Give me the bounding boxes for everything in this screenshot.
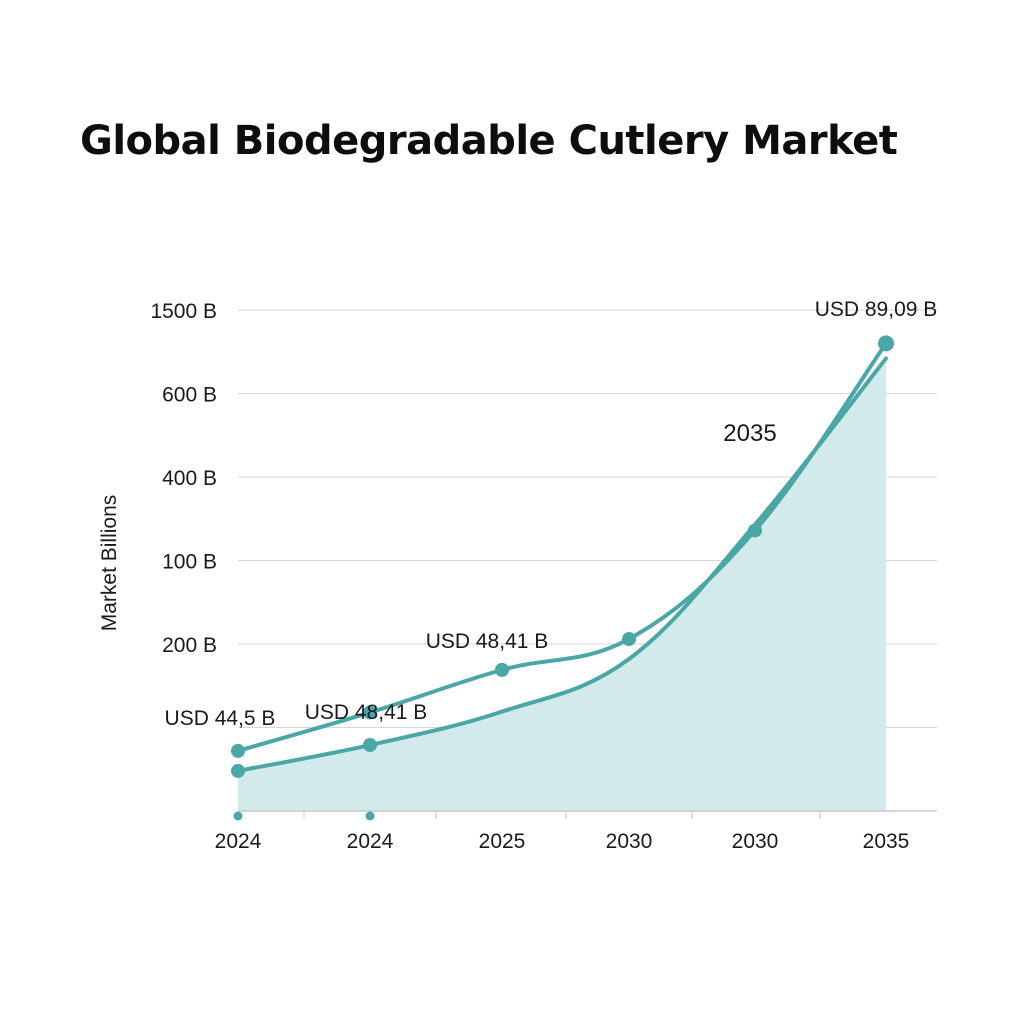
area-series-point <box>363 738 377 753</box>
line-series-point <box>363 705 377 720</box>
y-tick-label: 1500 B <box>150 300 217 323</box>
x-tick-label: 2035 <box>863 830 910 853</box>
data-annotation: USD 48,41 B <box>305 701 428 724</box>
x-tick-label: 2030 <box>732 830 779 853</box>
area-series-point <box>231 763 245 778</box>
x-tick-label: 2030 <box>606 830 653 853</box>
x-axis <box>238 810 937 819</box>
y-tick-label: 400 B <box>162 467 217 490</box>
y-tick-label: 100 B <box>162 551 217 574</box>
baseline-marker <box>233 811 243 821</box>
data-annotation: USD 44,5 B <box>165 707 276 730</box>
line-series-point <box>622 631 636 646</box>
x-tick-label: 2024 <box>215 830 262 853</box>
data-annotation: USD 89,09 B <box>815 298 938 321</box>
baseline-marker <box>365 811 375 821</box>
y-tick-labels: 1500 B 600 B 400 B 100 B 200 B <box>150 300 217 657</box>
area-series-fill <box>238 358 886 811</box>
x-tick-label: 2024 <box>347 830 394 853</box>
line-series-point <box>878 335 894 352</box>
annotations: USD 44,5 B USD 48,41 B USD 48,41 B 2035 USD … <box>165 298 938 730</box>
chart-title: Global Biodegradable Cutlery Market <box>80 118 898 164</box>
x-tick-label: 2025 <box>479 830 526 853</box>
series-markers <box>231 335 894 821</box>
line-series-point <box>231 743 245 758</box>
data-annotation: USD 48,41 B <box>426 630 549 653</box>
y-axis-label: Market Billions <box>98 495 121 632</box>
data-annotation: 2035 <box>723 420 776 447</box>
y-tick-label: 200 B <box>162 634 217 657</box>
x-tick-labels: 2024 2024 2025 2030 2030 2035 <box>215 830 910 853</box>
line-series-point <box>748 523 762 538</box>
area-fill <box>238 358 886 811</box>
line-series-point <box>495 662 509 677</box>
y-tick-label: 600 B <box>162 384 217 407</box>
